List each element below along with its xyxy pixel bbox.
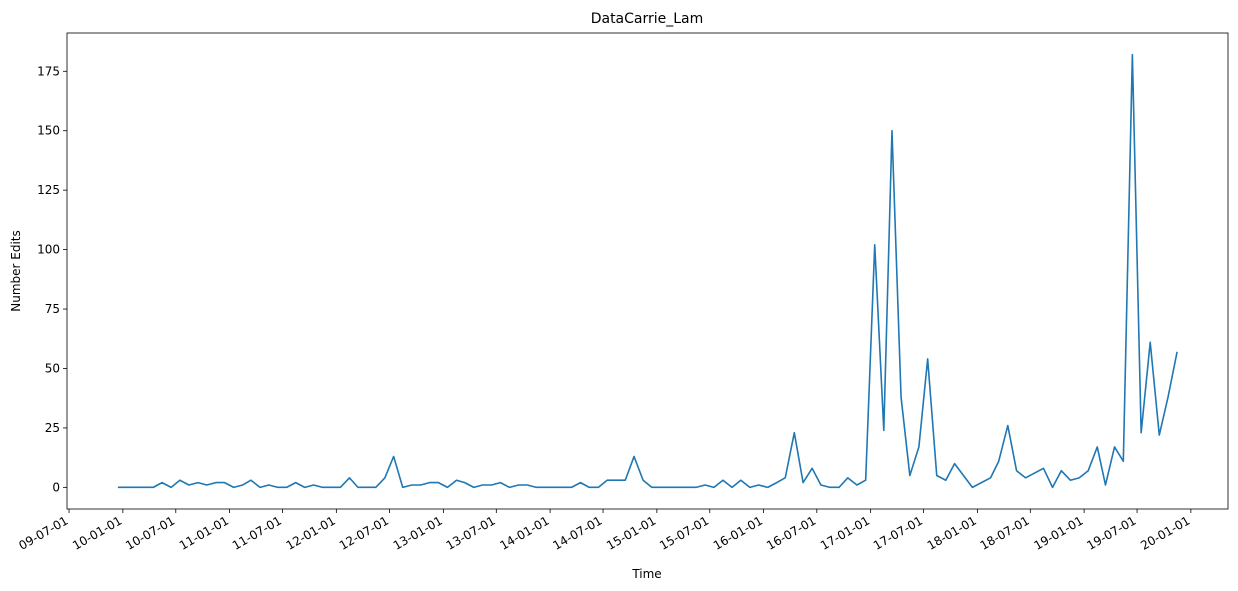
x-tick-label: 13-01-01 [391, 513, 445, 552]
x-tick-label: 18-01-01 [925, 513, 979, 552]
x-tick-label: 12-07-01 [337, 513, 391, 552]
x-tick-label: 17-07-01 [871, 513, 925, 552]
x-tick-label: 20-01-01 [1138, 513, 1192, 552]
plot-frame [66, 32, 1229, 510]
x-tick-label: 15-01-01 [604, 513, 658, 552]
x-tick-label: 11-07-01 [230, 513, 284, 552]
x-tick-label: 14-01-01 [497, 513, 551, 552]
y-axis-label: Number Edits [9, 230, 23, 312]
x-tick-label: 18-07-01 [978, 513, 1032, 552]
x-tick-label: 17-01-01 [818, 513, 872, 552]
x-tick-label: 15-07-01 [657, 513, 711, 552]
x-axis-label: Time [631, 567, 661, 581]
chart-title: DataCarrie_Lam [591, 11, 704, 27]
data-line [117, 53, 1178, 489]
y-tick-label: 0 [52, 480, 60, 494]
x-tick-label: 16-01-01 [711, 513, 765, 552]
x-tick-label: 13-07-01 [444, 513, 498, 552]
y-tick-label: 50 [45, 361, 60, 375]
y-tick-label: 75 [45, 302, 60, 316]
x-tick-label: 10-07-01 [123, 513, 177, 552]
y-tick-label: 150 [37, 124, 60, 138]
x-tick-label: 16-07-01 [764, 513, 818, 552]
y-tick-label: 25 [45, 421, 60, 435]
x-tick-label: 09-07-01 [16, 513, 70, 552]
y-tick-label: 100 [37, 243, 60, 257]
x-tick-label: 11-01-01 [177, 513, 231, 552]
x-tick-label: 19-01-01 [1031, 513, 1085, 552]
x-tick-label: 12-01-01 [284, 513, 338, 552]
x-tick-label: 10-01-01 [70, 513, 124, 552]
y-tick-label: 125 [37, 183, 60, 197]
x-tick-label: 19-07-01 [1084, 513, 1138, 552]
y-tick-label: 175 [37, 64, 60, 78]
x-tick-label: 14-07-01 [550, 513, 604, 552]
